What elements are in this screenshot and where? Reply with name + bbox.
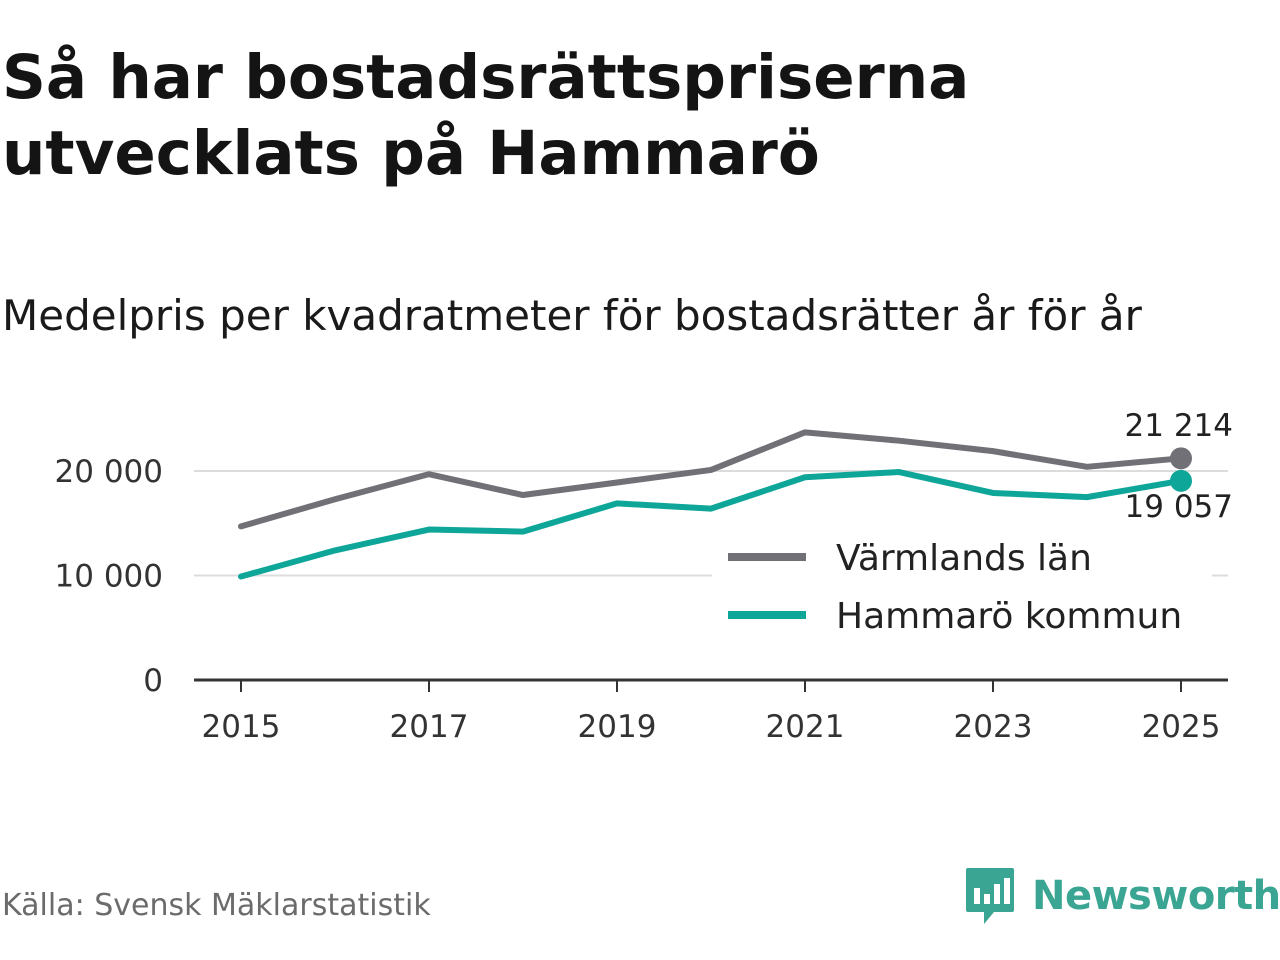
x-tick-label: 2015 xyxy=(202,709,281,745)
series-line-hammaro-kommun xyxy=(238,469,1184,580)
y-tick-label: 0 xyxy=(143,663,163,699)
legend-label: Hammarö kommun xyxy=(836,596,1182,637)
series-end-point-hammaro-kommun xyxy=(1170,469,1192,492)
legend-background xyxy=(712,530,1212,640)
x-tick-label: 2025 xyxy=(1142,709,1221,745)
series-end-point-varmlands-lan xyxy=(1170,447,1192,470)
chart-subtitle: Medelpris per kvadratmeter för bostadsrä… xyxy=(2,291,1142,340)
brand-logo: Newsworthy xyxy=(964,866,1280,926)
x-tick-label: 2021 xyxy=(766,709,845,745)
x-tick-label: 2023 xyxy=(954,709,1033,745)
series-line-varmlands-lan xyxy=(238,429,1184,530)
end-value-label: 19 057 xyxy=(1125,489,1233,525)
x-tick-label: 2019 xyxy=(578,709,657,745)
chart-title: Så har bostadsrättspriserna utvecklats p… xyxy=(2,42,970,189)
x-tick-label: 2017 xyxy=(390,709,469,745)
y-tick-label: 10 000 xyxy=(55,559,163,595)
y-tick-label: 20 000 xyxy=(55,454,163,490)
legend-label: Värmlands län xyxy=(836,538,1092,579)
end-value-label: 21 214 xyxy=(1125,408,1233,444)
newsworthy-logo-icon xyxy=(966,868,1014,924)
source-note: Källa: Svensk Mäklarstatistik xyxy=(2,888,431,923)
brand-name: Newsworthy xyxy=(1032,873,1280,919)
